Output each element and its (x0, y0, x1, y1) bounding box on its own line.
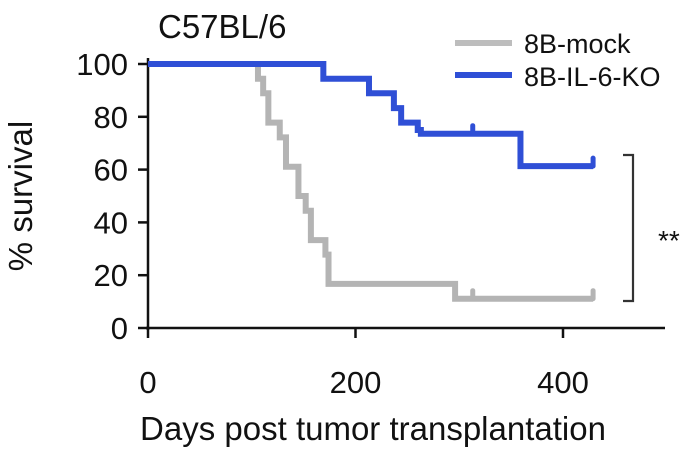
axes (146, 58, 665, 330)
y-tick-label: 60 (94, 153, 128, 188)
y-tick-label: 80 (94, 100, 128, 135)
survival-curve-mock (148, 61, 594, 302)
x-ticks: 0 200 400 (139, 328, 589, 400)
x-tick-label: 200 (330, 365, 382, 400)
x-axis-label: Days post tumor transplantation (140, 410, 606, 447)
legend-label-mock: 8B-mock (524, 29, 631, 59)
chart-title: C57BL/6 (158, 8, 286, 45)
y-tick-label: 0 (111, 311, 128, 346)
significance-label: ** (658, 225, 680, 256)
x-tick-label: 0 (139, 365, 156, 400)
y-tick-label: 40 (94, 205, 128, 240)
y-axis-label: % survival (2, 121, 39, 271)
significance-bracket: ** (623, 153, 680, 303)
y-tick-label: 100 (76, 47, 128, 82)
legend: 8B-mock 8B-IL-6-KO (455, 29, 661, 92)
y-tick-label: 20 (94, 258, 128, 293)
legend-label-ko: 8B-IL-6-KO (524, 62, 661, 92)
y-ticks: 0 20 40 60 80 100 (76, 47, 148, 346)
series-group (148, 61, 596, 302)
x-tick-label: 400 (537, 365, 589, 400)
